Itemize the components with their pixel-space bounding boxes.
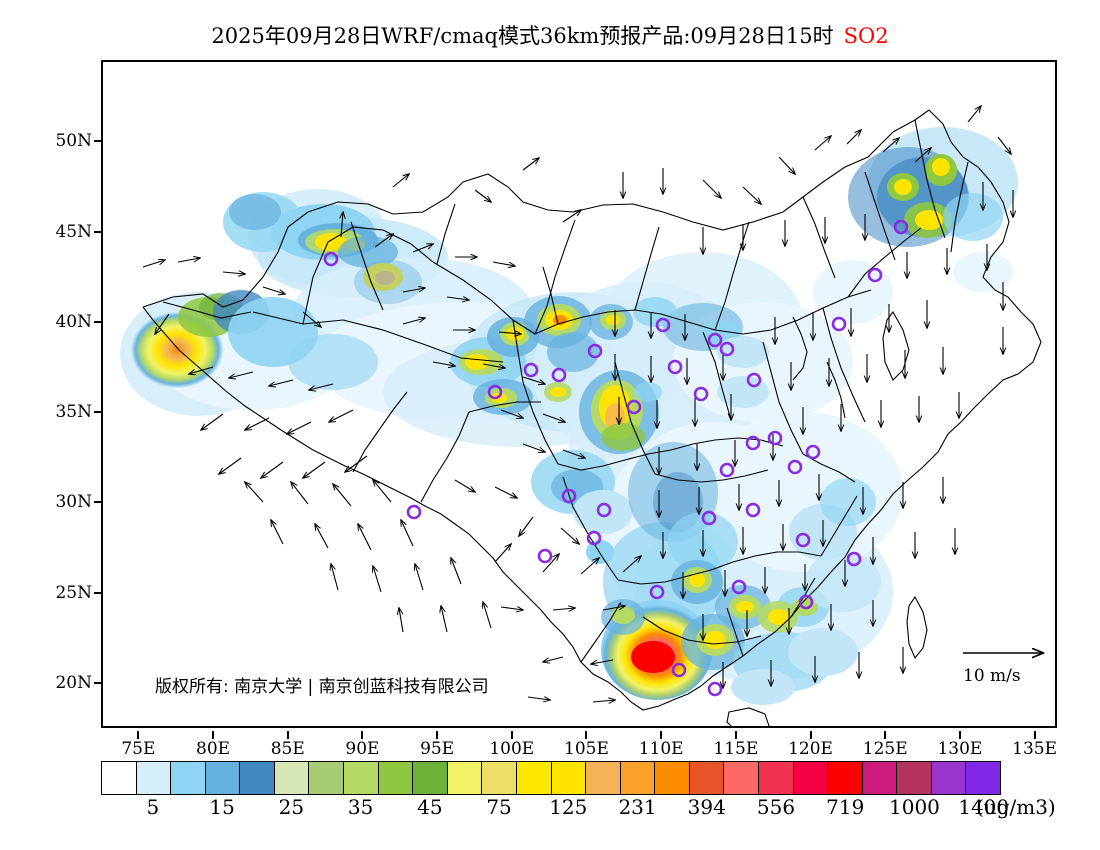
colorbar-tick-label: 75: [486, 795, 512, 819]
longitude-tick-mark: [958, 731, 961, 739]
colorbar-segment[interactable]: [724, 762, 759, 794]
colorbar-tick-label: 25: [278, 795, 305, 819]
colorbar-segment[interactable]: [620, 762, 656, 794]
longitude-tick-mark: [212, 731, 215, 739]
colorbar-tick-label: 719: [826, 795, 865, 819]
colorbar-segment[interactable]: [309, 762, 345, 794]
latitude-tick-mark: [94, 320, 102, 323]
colorbar-segment[interactable]: [240, 762, 275, 794]
latitude-tick-label: 45N: [55, 221, 92, 242]
colorbar-tick-label: 231: [618, 795, 657, 819]
latitude-tick-mark: [94, 140, 102, 143]
colorbar-segment[interactable]: [689, 762, 725, 794]
colorbar-segment[interactable]: [966, 762, 1001, 794]
longitude-tick-label: 125E: [862, 739, 908, 759]
latitude-tick-mark: [94, 681, 102, 684]
longitude-tick-label: 130E: [937, 739, 983, 759]
longitude-tick-label: 110E: [638, 739, 684, 759]
longitude-tick-label: 75E: [121, 739, 156, 759]
longitude-tick-mark: [510, 731, 513, 739]
longitude-tick-label: 95E: [420, 739, 455, 759]
longitude-tick-label: 115E: [713, 739, 759, 759]
latitude-axis: 50N 45N 40N 35N 30N 25N 20N: [20, 60, 102, 728]
colorbar-segment[interactable]: [931, 762, 967, 794]
colorbar-segment[interactable]: [655, 762, 690, 794]
latitude-tick-label: 50N: [55, 131, 92, 152]
latitude-tick-label: 30N: [55, 492, 92, 513]
species-label: SO2: [843, 24, 889, 48]
page-title: 2025年09月28日WRF/cmaq模式36km预报产品:09月28日15时 S…: [0, 20, 1100, 50]
colorbar-segment[interactable]: [274, 762, 310, 794]
latitude-tick-mark: [94, 501, 102, 504]
longitude-axis: 75E 80E 85E 90E 95E 100E 105E 110E 115E 120E 125E 1…: [101, 731, 1058, 759]
longitude-tick-label: 135E: [1012, 739, 1058, 759]
colorbar-tick-label: 35: [347, 795, 374, 819]
colorbar-tick-labels: 5 15 25 35 45 75 125 231 394 556 719 1000 1400 (ug/m3…: [0, 795, 1100, 823]
colorbar-segment[interactable]: [447, 762, 483, 794]
map-boundaries: [142, 109, 1042, 726]
wind-scale-key: 10 m/s: [955, 640, 1060, 695]
longitude-tick-mark: [361, 731, 364, 739]
longitude-tick-label: 120E: [788, 739, 833, 759]
colorbar-segment[interactable]: [171, 762, 206, 794]
colorbar-tick-label: 394: [687, 795, 726, 819]
map-canvas[interactable]: [103, 62, 1055, 726]
colorbar-tick-label: 1400: [958, 795, 1010, 819]
colorbar-segment[interactable]: [482, 762, 517, 794]
latitude-tick-mark: [94, 591, 102, 594]
map-plot-frame[interactable]: [101, 60, 1057, 728]
wind-vector-field: [142, 106, 1013, 702]
wind-scale-label: 10 m/s: [963, 666, 1021, 686]
longitude-tick-mark: [884, 731, 887, 739]
longitude-tick-mark: [809, 731, 812, 739]
colorbar-segment[interactable]: [551, 762, 587, 794]
colorbar-segment[interactable]: [102, 762, 137, 794]
colorbar-tick-label: 45: [417, 795, 443, 819]
colorbar-tick-label: 1000: [889, 795, 940, 819]
latitude-tick-label: 35N: [55, 402, 92, 423]
colorbar-strip[interactable]: [101, 761, 1001, 795]
longitude-tick-mark: [734, 731, 737, 739]
colorbar[interactable]: [101, 761, 1001, 795]
concentration-field: [120, 127, 1018, 705]
colorbar-unit-label: (ug/m3): [976, 795, 1056, 819]
longitude-tick-mark: [436, 731, 439, 739]
longitude-tick-mark: [1033, 731, 1036, 739]
copyright-notice: 版权所有: 南京大学 | 南京创蓝科技有限公司: [155, 677, 489, 697]
longitude-tick-label: 100E: [489, 739, 535, 759]
city-markers[interactable]: [323, 219, 909, 697]
colorbar-segment[interactable]: [586, 762, 621, 794]
colorbar-segment[interactable]: [897, 762, 932, 794]
latitude-tick-label: 20N: [55, 672, 92, 693]
longitude-tick-mark: [137, 731, 140, 739]
colorbar-segment[interactable]: [758, 762, 794, 794]
colorbar-segment[interactable]: [516, 762, 552, 794]
colorbar-segment[interactable]: [862, 762, 898, 794]
colorbar-segment[interactable]: [344, 762, 379, 794]
longitude-tick-label: 80E: [196, 739, 231, 759]
longitude-tick-mark: [660, 731, 663, 739]
colorbar-segment[interactable]: [378, 762, 414, 794]
longitude-tick-mark: [286, 731, 289, 739]
colorbar-segment[interactable]: [413, 762, 448, 794]
colorbar-segment[interactable]: [828, 762, 863, 794]
latitude-tick-label: 40N: [55, 311, 92, 332]
longitude-tick-mark: [585, 731, 588, 739]
page-title-text: 2025年09月28日WRF/cmaq模式36km预报产品:09月28日15时: [211, 24, 834, 48]
longitude-tick-label: 105E: [564, 739, 609, 759]
colorbar-tick-label: 556: [756, 795, 796, 819]
latitude-tick-mark: [94, 411, 102, 414]
colorbar-tick-label: 5: [146, 795, 160, 819]
longitude-tick-label: 90E: [345, 739, 380, 759]
colorbar-tick-label: 125: [549, 795, 588, 819]
colorbar-segment[interactable]: [793, 762, 829, 794]
colorbar-segment[interactable]: [205, 762, 241, 794]
colorbar-segment[interactable]: [136, 762, 172, 794]
latitude-tick-mark: [94, 230, 102, 233]
latitude-tick-label: 25N: [55, 582, 92, 603]
longitude-tick-label: 85E: [270, 739, 305, 759]
colorbar-tick-label: 15: [209, 795, 235, 819]
wind-arrow-icon: [963, 640, 1060, 666]
